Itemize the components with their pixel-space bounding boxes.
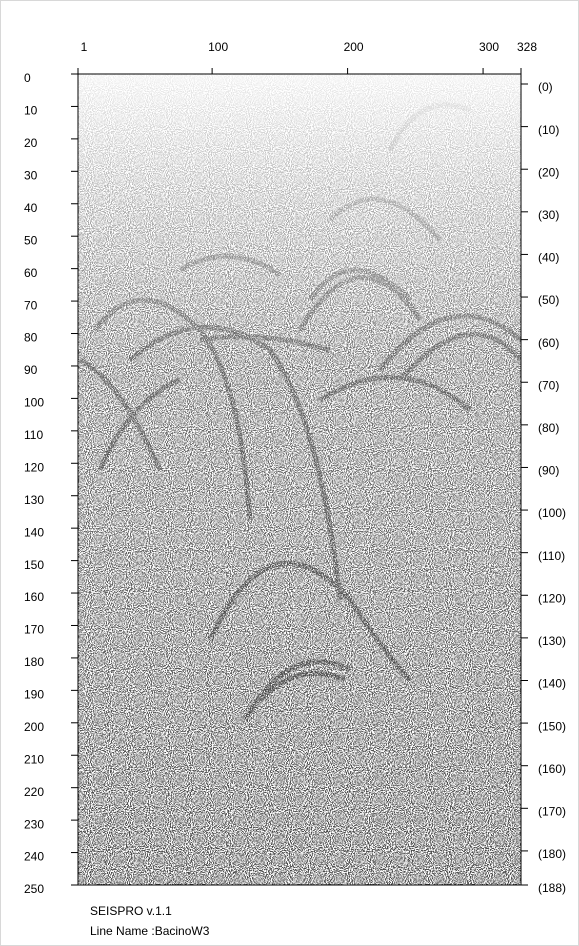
y-tick-label: 230 <box>24 817 44 831</box>
radargram <box>78 74 521 885</box>
y-tick-label: 30 <box>24 168 38 182</box>
y-tick-label: 160 <box>24 590 44 604</box>
y-tick-label: 200 <box>24 720 44 734</box>
y-tick-label: 130 <box>24 493 44 507</box>
x-tick-label: 100 <box>208 40 228 54</box>
y2-tick-label: (150) <box>538 719 566 733</box>
y2-tick-label: (180) <box>538 847 566 861</box>
y2-tick-label: (40) <box>538 251 559 265</box>
y2-tick-label: (50) <box>538 293 559 307</box>
y2-tick-label: (0) <box>538 80 553 94</box>
x-tick-label: 328 <box>517 40 537 54</box>
y2-tick-label: (90) <box>538 464 559 478</box>
y-tick-label: 90 <box>24 363 38 377</box>
y-tick-label: 70 <box>24 298 38 312</box>
y2-tick-label: (20) <box>538 165 559 179</box>
y2-tick-label: (140) <box>538 677 566 691</box>
y2-tick-label: (160) <box>538 762 566 776</box>
y-tick-label: 180 <box>24 655 44 669</box>
y2-tick-label: (120) <box>538 591 566 605</box>
y-tick-label: 40 <box>24 201 38 215</box>
y-tick-label: 80 <box>24 331 38 345</box>
line-name: Line Name :BacinoW3 <box>90 924 210 938</box>
y2-tick-label: (10) <box>538 123 559 137</box>
y-tick-label: 50 <box>24 233 38 247</box>
y2-tick-label: (130) <box>538 634 566 648</box>
y-tick-label: 150 <box>24 558 44 572</box>
software-label: SEISPRO v.1.1 <box>90 904 172 918</box>
y-tick-label: 220 <box>24 785 44 799</box>
y-tick-label: 120 <box>24 460 44 474</box>
y-tick-label: 210 <box>24 752 44 766</box>
y-tick-label: 20 <box>24 136 38 150</box>
x-tick-label: 1 <box>81 40 88 54</box>
y-tick-label: 0 <box>24 71 31 85</box>
y-tick-label: 100 <box>24 396 44 410</box>
y-tick-label: 170 <box>24 623 44 637</box>
y2-tick-label: (100) <box>538 506 566 520</box>
y-tick-label: 240 <box>24 850 44 864</box>
y2-tick-label: (188) <box>538 881 566 895</box>
y2-tick-label: (170) <box>538 804 566 818</box>
y2-tick-label: (80) <box>538 421 559 435</box>
y2-tick-label: (60) <box>538 336 559 350</box>
y-tick-label: 110 <box>24 428 43 442</box>
y2-tick-label: (70) <box>538 378 559 392</box>
y-tick-label: 250 <box>24 882 44 896</box>
y2-tick-label: (30) <box>538 208 559 222</box>
y2-tick-label: (110) <box>538 549 565 563</box>
y-tick-label: 190 <box>24 688 44 702</box>
y-tick-label: 140 <box>24 525 44 539</box>
plot-frame <box>77 73 522 886</box>
x-tick-label: 200 <box>344 40 364 54</box>
y-tick-label: 10 <box>24 104 38 118</box>
y-tick-label: 60 <box>24 266 38 280</box>
x-tick-label: 300 <box>479 40 499 54</box>
